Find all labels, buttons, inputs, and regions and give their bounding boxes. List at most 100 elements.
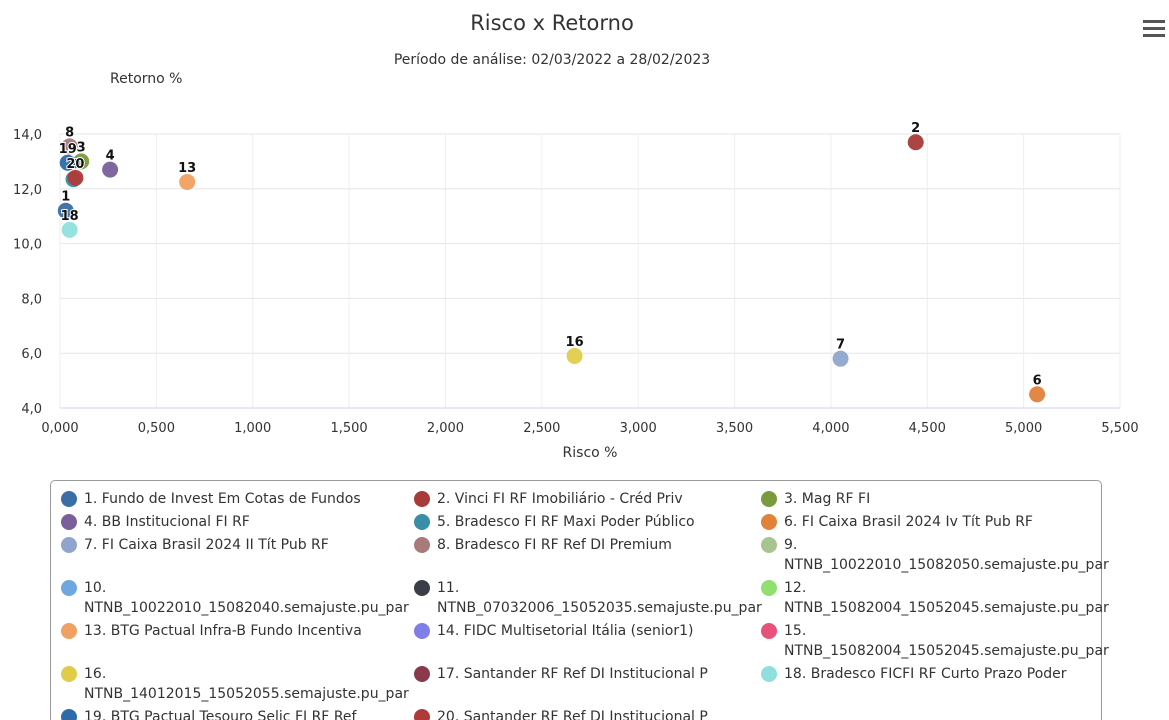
legend-swatch bbox=[761, 491, 777, 507]
x-tick-label: 4,500 bbox=[909, 421, 946, 436]
data-point bbox=[566, 347, 583, 364]
data-point bbox=[61, 221, 78, 238]
data-label: 13 bbox=[178, 161, 196, 176]
legend-swatch bbox=[414, 580, 430, 596]
legend-item[interactable]: 20. Santander RF Ref DI Institucional P bbox=[414, 707, 761, 720]
x-tick-label: 2,000 bbox=[427, 421, 464, 436]
legend-item[interactable]: 5. Bradesco FI RF Maxi Poder Público bbox=[414, 512, 761, 532]
legend-item[interactable]: 14. FIDC Multisetorial Itália (senior1) bbox=[414, 621, 761, 661]
legend-label: 13. BTG Pactual Infra-B Fundo Incentiva bbox=[84, 623, 362, 639]
legend-swatch bbox=[414, 491, 430, 507]
legend-item[interactable]: 6. FI Caixa Brasil 2024 Iv Tít Pub RF bbox=[761, 512, 1101, 532]
chart: Risco x Retorno Período de análise: 02/0… bbox=[13, 11, 1165, 461]
y-tick-label: 10,0 bbox=[13, 238, 42, 253]
legend-label: 6. FI Caixa Brasil 2024 Iv Tít Pub RF bbox=[784, 514, 1033, 530]
legend-label: 16. NTNB_14012015_15052055.semajuste.pu_… bbox=[84, 666, 409, 702]
y-axis-label: Retorno % bbox=[110, 71, 182, 87]
x-tick-label: 4,000 bbox=[812, 421, 849, 436]
legend-swatch bbox=[414, 709, 430, 720]
legend: 1. Fundo de Invest Em Cotas de Fundos 2. … bbox=[50, 480, 1109, 720]
x-tick-label: 5,500 bbox=[1101, 421, 1138, 436]
legend-label: 10. NTNB_10022010_15082040.semajuste.pu_… bbox=[84, 580, 409, 616]
legend-label: 19. BTG Pactual Tesouro Selic FI RF Ref bbox=[84, 709, 357, 720]
legend-label: 17. Santander RF Ref DI Institucional P bbox=[437, 666, 708, 682]
legend-label: 3. Mag RF FI bbox=[784, 491, 871, 507]
data-point bbox=[102, 161, 119, 178]
legend-item[interactable]: 1. Fundo de Invest Em Cotas de Fundos bbox=[61, 489, 414, 509]
x-tick-label: 0,000 bbox=[41, 421, 78, 436]
x-tick-label: 2,500 bbox=[523, 421, 560, 436]
chart-title: Risco x Retorno bbox=[470, 11, 634, 35]
y-tick-label: 8,0 bbox=[21, 292, 42, 307]
y-tick-label: 6,0 bbox=[21, 347, 42, 362]
legend-item[interactable]: 12. NTNB_15082004_15052045.semajuste.pu_… bbox=[761, 578, 1109, 618]
data-label: 2 bbox=[911, 121, 920, 136]
legend-swatch bbox=[61, 514, 77, 530]
x-axis-label: Risco % bbox=[563, 445, 618, 461]
legend-label: 15. NTNB_15082004_15052045.semajuste.pu_… bbox=[784, 623, 1109, 659]
legend-label: 14. FIDC Multisetorial Itália (senior1) bbox=[437, 623, 694, 639]
legend-item[interactable]: 15. NTNB_15082004_15052045.semajuste.pu_… bbox=[761, 621, 1109, 661]
legend-swatch bbox=[61, 580, 77, 596]
y-tick-label: 4,0 bbox=[21, 402, 42, 417]
y-tick-label: 14,0 bbox=[13, 128, 42, 143]
chart-subtitle: Período de análise: 02/03/2022 a 28/02/2… bbox=[394, 52, 710, 68]
data-point bbox=[1029, 386, 1046, 403]
legend-item[interactable]: 4. BB Institucional FI RF bbox=[61, 512, 414, 532]
data-label: 8 bbox=[65, 125, 74, 140]
y-tick-label: 12,0 bbox=[13, 183, 42, 198]
x-tick-label: 1,500 bbox=[330, 421, 367, 436]
legend-swatch bbox=[761, 537, 777, 553]
legend-item[interactable]: 11. NTNB_07032006_15052035.semajuste.pu_… bbox=[414, 578, 762, 618]
data-point bbox=[67, 169, 84, 186]
legend-item[interactable]: 18. Bradesco FICFI RF Curto Prazo Poder bbox=[761, 664, 1101, 704]
legend-label: 7. FI Caixa Brasil 2024 II Tít Pub RF bbox=[84, 537, 329, 553]
x-tick-label: 3,000 bbox=[620, 421, 657, 436]
data-point bbox=[59, 154, 76, 171]
legend-label: 4. BB Institucional FI RF bbox=[84, 514, 250, 530]
legend-item[interactable]: 7. FI Caixa Brasil 2024 II Tít Pub RF bbox=[61, 535, 414, 575]
legend-item[interactable]: 9. NTNB_10022010_15082050.semajuste.pu_p… bbox=[761, 535, 1109, 575]
data-point bbox=[57, 202, 74, 219]
legend-swatch bbox=[761, 580, 777, 596]
x-tick-label: 5,000 bbox=[1005, 421, 1042, 436]
data-label: 4 bbox=[106, 149, 115, 164]
legend-item[interactable]: 8. Bradesco FI RF Ref DI Premium bbox=[414, 535, 761, 575]
legend-swatch bbox=[414, 537, 430, 553]
legend-item[interactable]: 2. Vinci FI RF Imobiliário - Créd Priv bbox=[414, 489, 761, 509]
legend-swatch bbox=[61, 709, 77, 720]
legend-item[interactable]: 13. BTG Pactual Infra-B Fundo Incentiva bbox=[61, 621, 414, 661]
data-point bbox=[61, 138, 78, 155]
legend-label: 18. Bradesco FICFI RF Curto Prazo Poder bbox=[784, 666, 1067, 682]
legend-label: 12. NTNB_15082004_15052045.semajuste.pu_… bbox=[784, 580, 1109, 616]
legend-label: 9. NTNB_10022010_15082050.semajuste.pu_p… bbox=[784, 537, 1109, 573]
legend-swatch bbox=[61, 623, 77, 639]
legend-swatch bbox=[414, 514, 430, 530]
legend-item[interactable]: 10. NTNB_10022010_15082040.semajuste.pu_… bbox=[61, 578, 414, 618]
data-label: 18 bbox=[61, 209, 79, 224]
legend-label: 1. Fundo de Invest Em Cotas de Fundos bbox=[84, 491, 361, 507]
legend-label: 8. Bradesco FI RF Ref DI Premium bbox=[437, 537, 672, 553]
legend-item[interactable]: 17. Santander RF Ref DI Institucional P bbox=[414, 664, 761, 704]
x-tick-label: 3,500 bbox=[716, 421, 753, 436]
x-tick-label: 0,500 bbox=[138, 421, 175, 436]
data-label: 20 bbox=[66, 157, 84, 172]
legend-swatch bbox=[414, 666, 430, 682]
legend-item[interactable]: 19. BTG Pactual Tesouro Selic FI RF Ref bbox=[61, 707, 414, 720]
data-label: 3 bbox=[77, 140, 86, 155]
legend-label: 20. Santander RF Ref DI Institucional P bbox=[437, 709, 708, 720]
data-label: 7 bbox=[836, 338, 845, 353]
data-point bbox=[179, 173, 196, 190]
menu-button[interactable] bbox=[1143, 20, 1165, 37]
legend-swatch bbox=[761, 514, 777, 530]
legend-item[interactable]: 16. NTNB_14012015_15052055.semajuste.pu_… bbox=[61, 664, 414, 704]
data-label: 1 bbox=[61, 190, 70, 205]
data-label: 6 bbox=[1033, 373, 1042, 388]
legend-swatch bbox=[61, 491, 77, 507]
data-label: 19 bbox=[59, 142, 77, 157]
legend-swatch bbox=[61, 666, 77, 682]
legend-item[interactable]: 3. Mag RF FI bbox=[761, 489, 1101, 509]
data-point bbox=[907, 134, 924, 151]
legend-label: 11. NTNB_07032006_15052035.semajuste.pu_… bbox=[437, 580, 762, 616]
